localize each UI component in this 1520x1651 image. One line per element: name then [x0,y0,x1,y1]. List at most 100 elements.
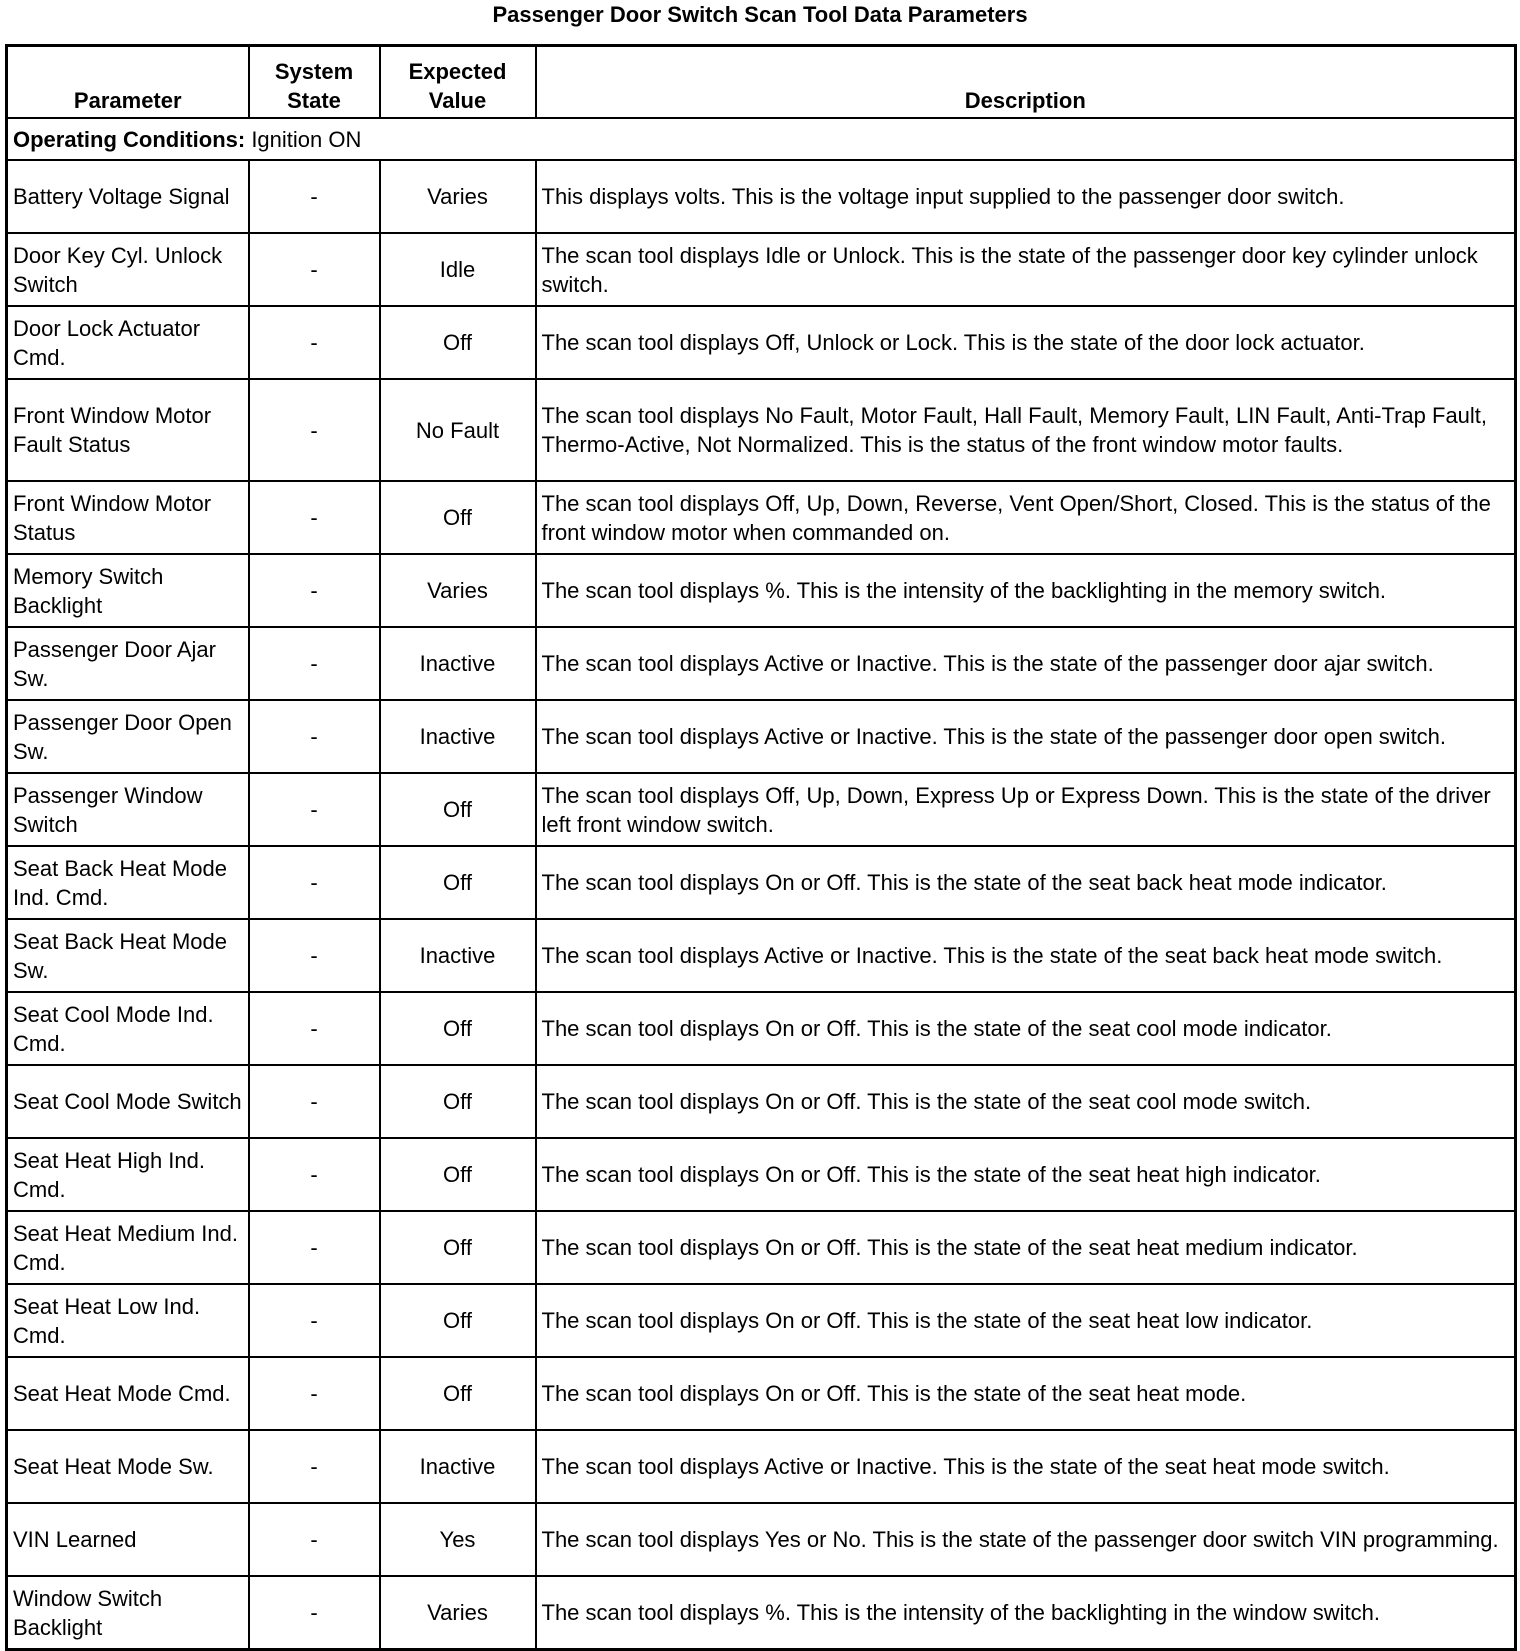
table-row: Seat Back Heat Mode Ind. Cmd. - Off The sca… [5,845,1517,920]
description-cell: The scan tool displays Off, Up, Down, Ex… [534,772,1517,847]
table-row: Passenger Door Open Sw. - Inactive The scan… [5,699,1517,774]
parameter-cell: VIN Learned [5,1502,250,1577]
expected-value-cell: Inactive [378,626,537,701]
parameter-cell: Seat Heat High Ind. Cmd. [5,1137,250,1212]
table-row: Door Key Cyl. Unlock Switch - Idle The scan… [5,232,1517,307]
expected-value-cell: Inactive [378,699,537,774]
system-state-cell: - [247,1064,381,1139]
header-description: Description [534,44,1517,119]
table-row: Seat Heat High Ind. Cmd. - Off The scan too… [5,1137,1517,1212]
parameter-cell: Seat Back Heat Mode Ind. Cmd. [5,845,250,920]
operating-conditions-row: Operating Conditions: Ignition ON [5,117,1517,161]
system-state-cell: - [247,1137,381,1212]
expected-value-cell: Varies [378,553,537,628]
system-state-cell: - [247,305,381,380]
table-row: Front Window Motor Status - Off The scan to… [5,480,1517,555]
expected-value-cell: Off [378,480,537,555]
expected-value-cell: Off [378,1064,537,1139]
expected-value-cell: Idle [378,232,537,307]
header-parameter: Parameter [5,44,250,119]
expected-value-cell: Inactive [378,918,537,993]
system-state-cell: - [247,626,381,701]
header-expected-value: Expected Value [378,44,537,119]
table-row: Window Switch Backlight - Varies The scan t… [5,1575,1517,1651]
parameter-cell: Battery Voltage Signal [5,159,250,234]
system-state-cell: - [247,991,381,1066]
description-cell: The scan tool displays Active or Inactiv… [534,918,1517,993]
table-row: Memory Switch Backlight - Varies The scan t… [5,553,1517,628]
system-state-cell: - [247,1429,381,1504]
system-state-cell: - [247,1210,381,1285]
expected-value-cell: Off [378,991,537,1066]
parameter-cell: Seat Heat Low Ind. Cmd. [5,1283,250,1358]
system-state-cell: - [247,378,381,482]
expected-value-cell: Off [378,1210,537,1285]
table-row: Door Lock Actuator Cmd. - Off The scan tool… [5,305,1517,380]
description-cell: The scan tool displays Active or Inactiv… [534,626,1517,701]
description-cell: The scan tool displays On or Off. This i… [534,1064,1517,1139]
system-state-cell: - [247,232,381,307]
parameter-cell: Front Window Motor Fault Status [5,378,250,482]
parameter-cell: Seat Heat Medium Ind. Cmd. [5,1210,250,1285]
description-cell: This displays volts. This is the voltage… [534,159,1517,234]
table-row: Seat Cool Mode Switch - Off The scan tool d… [5,1064,1517,1139]
table-row: Passenger Window Switch - Off The scan tool… [5,772,1517,847]
description-cell: The scan tool displays No Fault, Motor F… [534,378,1517,482]
parameter-cell: Seat Cool Mode Ind. Cmd. [5,991,250,1066]
description-cell: The scan tool displays %. This is the in… [534,553,1517,628]
table-row: Seat Heat Mode Cmd. - Off The scan tool dis… [5,1356,1517,1431]
parameter-cell: Passenger Door Open Sw. [5,699,250,774]
expected-value-cell: Varies [378,159,537,234]
parameter-cell: Seat Back Heat Mode Sw. [5,918,250,993]
description-cell: The scan tool displays Off, Up, Down, Re… [534,480,1517,555]
expected-value-cell: Off [378,772,537,847]
system-state-cell: - [247,845,381,920]
system-state-cell: - [247,1283,381,1358]
table-row: Seat Heat Low Ind. Cmd. - Off The scan tool… [5,1283,1517,1358]
expected-value-cell: Off [378,1356,537,1431]
page-title: Passenger Door Switch Scan Tool Data Par… [492,2,1028,27]
description-cell: The scan tool displays On or Off. This i… [534,1283,1517,1358]
table-row: Passenger Door Ajar Sw. - Inactive The scan… [5,626,1517,701]
parameter-cell: Passenger Window Switch [5,772,250,847]
system-state-cell: - [247,1356,381,1431]
description-cell: The scan tool displays On or Off. This i… [534,991,1517,1066]
system-state-cell: - [247,159,381,234]
table-row: Seat Cool Mode Ind. Cmd. - Off The scan too… [5,991,1517,1066]
parameter-cell: Memory Switch Backlight [5,553,250,628]
parameter-cell: Front Window Motor Status [5,480,250,555]
description-cell: The scan tool displays %. This is the in… [534,1575,1517,1651]
system-state-cell: - [247,1575,381,1651]
description-cell: The scan tool displays On or Off. This i… [534,1210,1517,1285]
description-cell: The scan tool displays Off, Unlock or Lo… [534,305,1517,380]
parameter-cell: Seat Heat Mode Sw. [5,1429,250,1504]
header-system-state: System State [247,44,381,119]
parameters-table: Parameter System State Expected Value De… [5,44,1517,1651]
parameter-cell: Door Key Cyl. Unlock Switch [5,232,250,307]
expected-value-cell: Off [378,845,537,920]
system-state-cell: - [247,918,381,993]
expected-value-cell: Off [378,305,537,380]
table-row: Battery Voltage Signal - Varies This displa… [5,159,1517,234]
system-state-cell: - [247,1502,381,1577]
expected-value-cell: No Fault [378,378,537,482]
description-cell: The scan tool displays Idle or Unlock. T… [534,232,1517,307]
system-state-cell: - [247,480,381,555]
parameter-cell: Passenger Door Ajar Sw. [5,626,250,701]
description-cell: The scan tool displays On or Off. This i… [534,1356,1517,1431]
parameter-cell: Seat Cool Mode Switch [5,1064,250,1139]
description-cell: The scan tool displays On or Off. This i… [534,1137,1517,1212]
table-row: Seat Heat Medium Ind. Cmd. - Off The scan t… [5,1210,1517,1285]
table-row: Seat Heat Mode Sw. - Inactive The scan tool… [5,1429,1517,1504]
description-cell: The scan tool displays On or Off. This i… [534,845,1517,920]
description-cell: The scan tool displays Active or Inactiv… [534,1429,1517,1504]
system-state-cell: - [247,553,381,628]
expected-value-cell: Off [378,1137,537,1212]
header-row: Parameter System State Expected Value De… [5,44,1517,119]
system-state-cell: - [247,772,381,847]
parameter-cell: Seat Heat Mode Cmd. [5,1356,250,1431]
table-row: Front Window Motor Fault Status - No Fault… [5,378,1517,482]
parameter-cell: Door Lock Actuator Cmd. [5,305,250,380]
operating-conditions-label: Operating Conditions: [13,126,246,152]
expected-value-cell: Off [378,1283,537,1358]
